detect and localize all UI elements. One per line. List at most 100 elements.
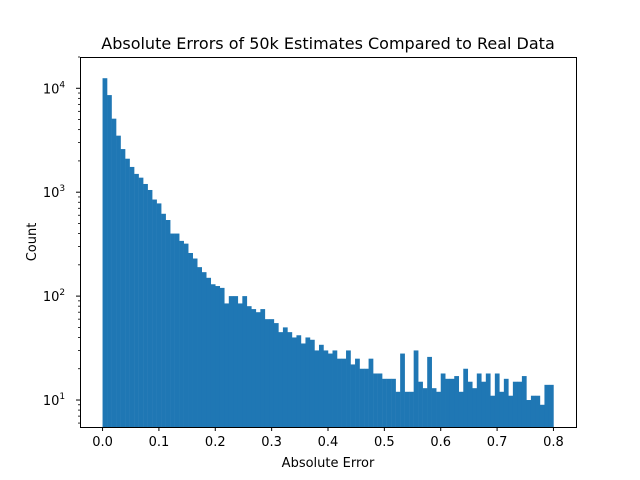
x-tick-label: 0.8: [543, 435, 564, 450]
histogram-bar: [364, 368, 369, 427]
histogram-bar: [192, 258, 198, 427]
histogram-bar: [273, 323, 279, 427]
histogram-bar: [102, 78, 108, 428]
histogram-bar: [548, 384, 554, 427]
histogram-bar: [215, 286, 221, 427]
histogram-bar: [409, 391, 414, 427]
histogram-bar: [291, 337, 297, 427]
histogram-bar: [350, 364, 356, 427]
x-tick-label: 0.2: [205, 435, 226, 450]
histogram-bars: [102, 78, 554, 428]
histogram-bar: [467, 381, 473, 427]
histogram-bar: [206, 277, 212, 427]
x-tick-label: 0.0: [92, 435, 113, 450]
histogram-bar: [355, 358, 360, 427]
histogram-bar: [107, 95, 112, 427]
histogram-bar: [125, 158, 130, 427]
histogram-bar: [449, 378, 455, 427]
x-tick-label: 0.7: [487, 435, 508, 450]
y-tick-label: 102: [43, 288, 65, 305]
histogram-bar: [472, 388, 478, 427]
histogram-bar: [400, 353, 405, 427]
histogram-bar: [156, 203, 162, 427]
histogram-bar: [165, 220, 171, 427]
histogram-bar: [337, 358, 342, 427]
histogram-bar: [278, 332, 284, 427]
histogram-bar: [436, 391, 441, 427]
histogram-bar: [431, 388, 437, 427]
histogram-bar: [530, 395, 536, 427]
x-axis-label: Absolute Error: [282, 456, 375, 471]
histogram-bar: [508, 395, 514, 427]
histogram-bar: [490, 395, 496, 427]
histogram-bar: [386, 378, 392, 427]
histogram-bar: [183, 243, 189, 427]
histogram-bar: [328, 353, 333, 427]
histogram-bar: [147, 189, 153, 427]
histogram-bar: [422, 388, 428, 427]
histogram-bar: [129, 166, 135, 427]
histogram-bar: [463, 368, 469, 427]
histogram-bar: [224, 303, 230, 427]
histogram-bar: [445, 378, 450, 427]
histogram-bar: [314, 350, 320, 427]
histogram-bar: [251, 309, 257, 427]
x-axis-ticks: 0.0 0.1 0.2 0.3 0.4 0.5 0.6 0.7 0.8: [92, 427, 564, 450]
histogram-bar: [296, 335, 302, 427]
histogram-bar: [512, 381, 518, 427]
histogram-bar: [494, 373, 500, 427]
histogram-bar: [138, 177, 144, 427]
histogram-bar: [382, 378, 387, 427]
histogram-bar: [152, 199, 157, 427]
histogram-bar: [197, 267, 202, 427]
histogram-bar: [440, 373, 446, 427]
histogram-bar: [188, 252, 193, 427]
histogram-bar: [260, 309, 266, 427]
histogram-bar: [318, 344, 324, 427]
histogram-bar: [287, 332, 293, 427]
histogram-bar: [305, 337, 311, 427]
histogram-bar: [485, 373, 491, 427]
y-tick-label: 101: [43, 392, 65, 409]
histogram-bar: [246, 306, 252, 427]
histogram-bar: [170, 233, 175, 427]
y-tick-label: 104: [43, 80, 66, 97]
histogram-bar: [368, 358, 374, 427]
histogram-bar: [116, 135, 121, 427]
histogram-bar: [404, 391, 410, 427]
histogram-bar: [359, 368, 365, 427]
histogram-bar: [503, 378, 509, 427]
y-axis-label: Count: [25, 223, 40, 262]
x-tick-label: 0.6: [430, 435, 451, 450]
histogram-bar: [377, 373, 383, 427]
y-axis-ticks: 101 102 103 104: [43, 56, 80, 424]
histogram-bar: [282, 327, 288, 427]
histogram-bar: [219, 287, 225, 427]
histogram-bar: [517, 381, 523, 427]
histogram-bar: [481, 381, 487, 427]
histogram-bar: [309, 339, 315, 427]
histogram-bar: [111, 118, 117, 428]
histogram-bar: [300, 343, 306, 427]
histogram-bar: [179, 240, 184, 427]
histogram-bar: [373, 373, 378, 427]
x-tick-label: 0.1: [149, 435, 170, 450]
histogram-bar: [346, 350, 351, 427]
histogram-bar: [418, 381, 423, 427]
histogram-bar: [323, 350, 329, 427]
histogram-bar: [544, 384, 550, 427]
histogram-bar: [264, 319, 270, 427]
histogram-bar: [120, 149, 126, 427]
histogram-bar: [535, 395, 541, 427]
histogram-bar: [454, 376, 460, 427]
histogram-bar: [332, 350, 338, 427]
histogram-bar: [526, 400, 532, 427]
histogram-bar: [228, 296, 234, 427]
histogram-bar: [161, 213, 166, 427]
histogram-bar: [395, 391, 401, 427]
x-tick-label: 0.5: [374, 435, 395, 450]
histogram-bar: [427, 356, 432, 427]
histogram-bar: [255, 312, 261, 427]
histogram-bar: [134, 173, 139, 427]
